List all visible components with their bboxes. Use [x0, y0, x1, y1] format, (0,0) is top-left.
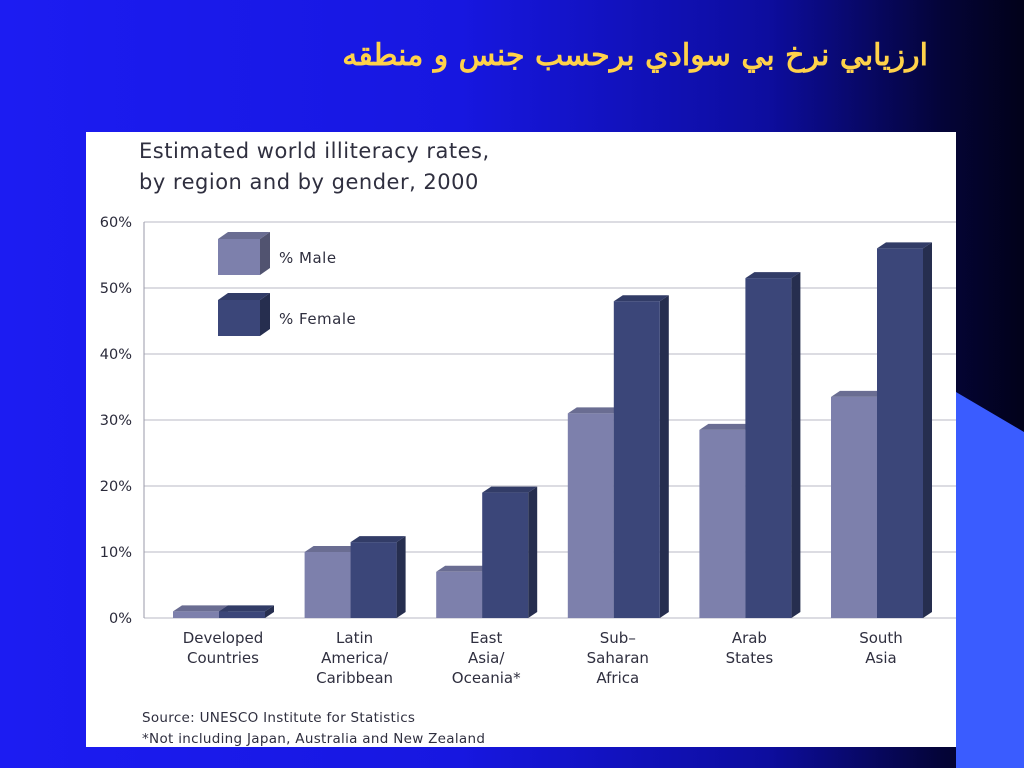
chart-title-line: by region and by gender, 2000 — [139, 170, 479, 194]
legend-item-male: % Male — [218, 232, 337, 275]
legend-label: % Male — [279, 249, 337, 267]
bar-female — [219, 605, 274, 618]
y-tick-label: 30% — [100, 413, 132, 429]
y-tick-label: 50% — [100, 281, 132, 297]
x-category-label: East — [470, 629, 502, 647]
bar-chart: Estimated world illiteracy rates, by regi… — [100, 139, 956, 747]
bar-female — [877, 242, 932, 618]
x-category-label: Arab — [732, 629, 767, 647]
x-category-label: Oceania* — [452, 669, 521, 687]
legend-swatch — [218, 239, 260, 275]
source-note: Source: UNESCO Institute for Statistics — [142, 710, 415, 726]
x-category-label: States — [726, 649, 774, 667]
chart-title-line: Estimated world illiteracy rates, — [139, 139, 490, 163]
legend-swatch — [218, 300, 260, 336]
y-tick-label: 60% — [100, 215, 132, 231]
x-category-label: America/ — [321, 649, 389, 667]
legend-label: % Female — [279, 310, 356, 328]
bar-female — [613, 295, 669, 618]
y-tick-label: 20% — [100, 479, 132, 495]
x-category-label: Caribbean — [316, 669, 393, 687]
y-tick-label: 0% — [109, 611, 132, 627]
x-category-label: Asia/ — [468, 649, 505, 667]
bar-female — [482, 486, 538, 618]
bar-female — [350, 536, 406, 618]
y-tick-label: 40% — [100, 347, 132, 363]
bar-female — [745, 272, 801, 618]
x-category-label: Countries — [187, 649, 259, 667]
x-category-label: Asia — [865, 649, 896, 667]
legend-item-female: % Female — [218, 293, 356, 336]
x-category-label: Sub– — [600, 629, 636, 647]
x-category-label: Latin — [336, 629, 373, 647]
footnote: *Not including Japan, Australia and New … — [142, 731, 485, 747]
x-category-label: Saharan — [587, 649, 649, 667]
x-category-label: South — [859, 629, 903, 647]
x-category-label: Developed — [183, 629, 264, 647]
x-category-label: Africa — [596, 669, 639, 687]
chart-panel: Estimated world illiteracy rates, by regi… — [86, 132, 956, 747]
slide-title: ارزيابي نرخ بي سوادي برحسب جنس و منطقه — [342, 38, 928, 73]
y-tick-label: 10% — [100, 545, 132, 561]
